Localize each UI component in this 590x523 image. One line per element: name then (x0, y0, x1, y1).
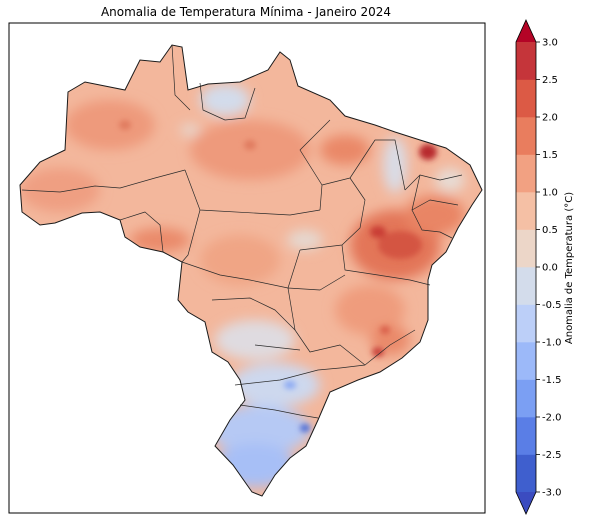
colorbar-tick-label: 0.0 (542, 263, 558, 274)
colorbar-band (516, 192, 536, 230)
colorbar-tick-label: -2.0 (542, 413, 562, 424)
colorbar-band (516, 79, 536, 118)
colorbar-label: Anomalia de Temperatura (°C) (564, 192, 575, 344)
colorbar-tick-label: -0.5 (542, 300, 562, 311)
map-title: Anomalia de Temperatura Mínima - Janeiro… (101, 5, 391, 19)
colorbar-band (516, 379, 536, 418)
colorbar-extend-high (516, 20, 536, 42)
colorbar-band (516, 304, 536, 343)
colorbar-tick-label: -1.0 (542, 338, 562, 349)
colorbar-band (516, 42, 536, 80)
colorbar-tick-label: -1.5 (542, 375, 562, 386)
colorbar-tick-label: -2.5 (542, 450, 562, 461)
colorbar-band (516, 154, 536, 193)
colorbar-tick-label: 0.5 (542, 225, 558, 236)
colorbar-tick-label: -3.0 (542, 488, 562, 499)
colorbar-tick-label: 1.0 (542, 188, 558, 199)
colorbar-band (516, 229, 536, 268)
colorbar-extend-low (516, 492, 536, 514)
colorbar: 3.0 2.5 2.0 1.5 1.0 0.5 0.0 -0.5 -1.0 -1.5 -2.0 -2.… (515, 19, 562, 515)
colorbar-band (516, 267, 536, 305)
colorbar-tick-label: 2.0 (542, 113, 558, 124)
colorbar-band (516, 342, 536, 380)
colorbar-band (516, 117, 536, 155)
colorbar-tick-label: 2.5 (542, 75, 558, 86)
colorbar-band (516, 417, 536, 455)
colorbar-tick-label: 1.5 (542, 150, 558, 161)
colorbar-tick-label: 3.0 (542, 38, 558, 49)
colorbar-band (516, 454, 536, 493)
state-borders (21, 44, 463, 419)
